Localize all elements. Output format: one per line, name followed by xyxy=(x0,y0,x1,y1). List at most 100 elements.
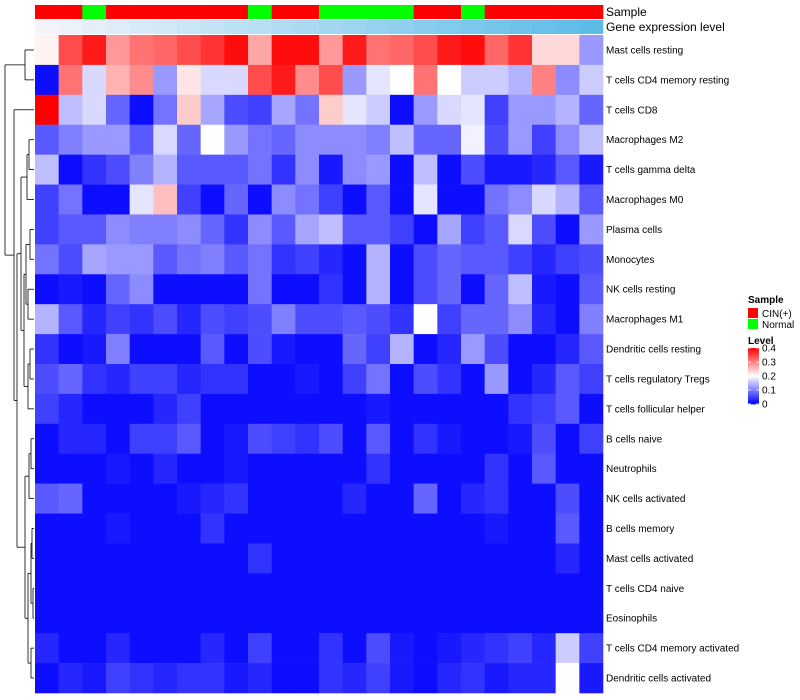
heatmap-cell xyxy=(319,124,343,155)
heatmap-cell xyxy=(532,184,556,215)
heatmap-cell xyxy=(58,304,83,335)
heatmap-cell xyxy=(35,214,59,245)
heatmap-cell xyxy=(200,244,225,275)
heatmap-cell xyxy=(177,543,201,574)
heatmap-cell xyxy=(461,663,485,694)
heatmap-cell xyxy=(58,184,83,215)
sample-track-cell xyxy=(461,5,485,19)
heatmap-cell xyxy=(413,64,438,96)
heatmap-cell xyxy=(342,663,367,694)
heatmap-cell xyxy=(579,633,604,664)
heatmap-cell xyxy=(532,154,556,185)
heatmap-cell xyxy=(129,543,154,574)
heatmap-cell xyxy=(248,663,272,694)
heatmap-cell xyxy=(106,513,130,544)
heatmap-cell xyxy=(579,543,604,574)
heatmap-cell xyxy=(58,274,83,305)
heatmap-cell xyxy=(224,513,249,544)
heatmap-cell xyxy=(437,334,462,365)
heatmap-cell xyxy=(413,513,438,544)
heatmap-cell xyxy=(342,423,367,455)
heatmap-cell xyxy=(390,393,414,425)
gene-expression-track-cell xyxy=(106,20,130,34)
row-label: Monocytes xyxy=(606,255,654,266)
heatmap-cell xyxy=(106,423,130,455)
heatmap-cell xyxy=(248,633,272,664)
heatmap-cell xyxy=(484,304,509,335)
heatmap-cell xyxy=(129,274,154,305)
row-label: Mast cells activated xyxy=(606,554,693,565)
heatmap-cell xyxy=(366,453,391,484)
heatmap-cell xyxy=(461,124,485,155)
heatmap-cell xyxy=(366,94,391,126)
heatmap-cell xyxy=(271,124,296,155)
heatmap-cell xyxy=(295,334,320,365)
heatmap-cell xyxy=(224,35,249,66)
heatmap-cell xyxy=(106,124,130,155)
sample-track-cell xyxy=(82,5,107,19)
heatmap-cell xyxy=(413,214,438,245)
heatmap-cell xyxy=(129,184,154,215)
heatmap-cell xyxy=(295,274,320,305)
heatmap-cell xyxy=(484,244,509,275)
heatmap-cell xyxy=(35,453,59,484)
heatmap-cell xyxy=(177,603,201,634)
heatmap-cell xyxy=(319,393,343,425)
row-label: Dendritic cells resting xyxy=(606,345,701,356)
heatmap-cell xyxy=(58,214,83,245)
legend-gradient-step xyxy=(748,371,759,374)
heatmap-cell xyxy=(319,633,343,664)
heatmap-cell xyxy=(532,334,556,365)
heatmap-cell xyxy=(106,603,130,634)
heatmap-cell xyxy=(35,35,59,66)
heatmap-cell xyxy=(106,244,130,275)
heatmap-cell xyxy=(106,304,130,335)
heatmap-cell xyxy=(437,94,462,126)
heatmap-cell xyxy=(35,513,59,544)
heatmap-cell xyxy=(129,244,154,275)
heatmap-cell xyxy=(106,214,130,245)
heatmap-cell xyxy=(153,513,178,544)
heatmap-cell xyxy=(532,304,556,335)
heatmap-cell xyxy=(413,603,438,634)
heatmap-cell xyxy=(579,94,604,126)
heatmap-cell xyxy=(437,543,462,574)
heatmap-cell xyxy=(295,124,320,155)
heatmap-cell xyxy=(555,453,580,484)
heatmap-cell xyxy=(200,214,225,245)
heatmap-cell xyxy=(271,364,296,395)
heatmap-cell xyxy=(177,94,201,126)
sample-track-cell xyxy=(413,5,438,19)
heatmap-cell xyxy=(555,483,580,514)
heatmap-cell xyxy=(532,64,556,96)
legend-gradient-step xyxy=(748,353,759,356)
row-label: NK cells activated xyxy=(606,494,685,505)
heatmap-cell xyxy=(508,94,533,126)
row-label: Eosinophils xyxy=(606,614,657,625)
heatmap-cell xyxy=(58,35,83,66)
heatmap-cell xyxy=(248,483,272,514)
heatmap-cell xyxy=(200,184,225,215)
heatmap-cell xyxy=(390,94,414,126)
heatmap-cell xyxy=(35,543,59,574)
heatmap-cell xyxy=(35,483,59,514)
heatmap-cell xyxy=(271,94,296,126)
heatmap-cell xyxy=(58,513,83,544)
heatmap-cell xyxy=(224,453,249,484)
heatmap-cell xyxy=(461,453,485,484)
heatmap-cell xyxy=(390,663,414,694)
legend-gradient-step xyxy=(748,352,759,354)
row-label: B cells naive xyxy=(606,434,663,445)
heatmap-cell xyxy=(35,364,59,395)
heatmap-cell xyxy=(366,274,391,305)
row-label: Mast cells resting xyxy=(606,45,683,56)
heatmap-cell xyxy=(413,154,438,185)
heatmap-cell xyxy=(342,64,367,96)
legend-gradient-step xyxy=(748,383,759,385)
heatmap-cell xyxy=(342,513,367,544)
heatmap-cell xyxy=(555,304,580,335)
heatmap-cell xyxy=(508,214,533,245)
heatmap-cell xyxy=(319,154,343,185)
gene-expression-track-label: Gene expression level xyxy=(606,20,725,34)
heatmap-cell xyxy=(366,393,391,425)
